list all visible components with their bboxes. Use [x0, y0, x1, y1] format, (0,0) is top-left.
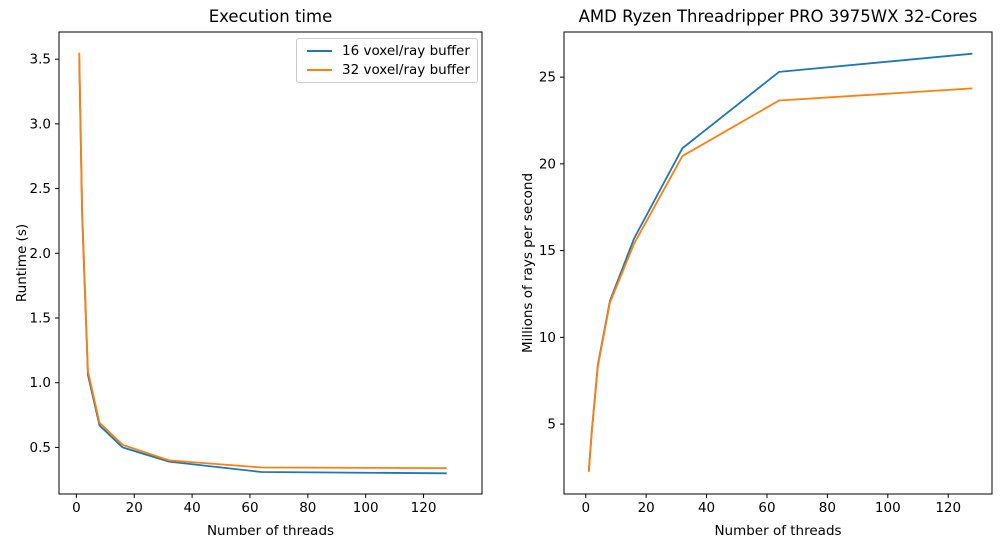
x-tick-label: 100 — [875, 500, 901, 516]
x-tick-label: 40 — [698, 500, 715, 516]
x-tick-label: 20 — [638, 500, 655, 516]
y-tick-label: 25 — [539, 70, 556, 86]
left-chart-ylabel: Runtime (s) — [14, 223, 30, 303]
plot-frame — [58, 31, 483, 495]
y-tick-label: 10 — [539, 330, 556, 346]
y-tick-label: 1.0 — [30, 375, 51, 391]
series-line-swatch — [307, 50, 332, 52]
x-tick-label: 20 — [126, 500, 143, 516]
series-line-swatch — [307, 69, 332, 71]
left-chart-xlabel: Number of threads — [206, 523, 335, 539]
series-line-1 — [587, 87, 973, 472]
x-tick-label: 0 — [72, 500, 81, 516]
legend: 16 voxel/ray buffer 32 voxel/ray buffer — [296, 38, 478, 83]
y-tick-label: 5 — [547, 417, 556, 433]
y-tick-label: 20 — [539, 156, 556, 172]
y-tick-label: 0.5 — [30, 440, 51, 456]
right-chart-title: AMD Ryzen Threadripper PRO 3975WX 32-Cor… — [578, 7, 978, 26]
throughput-plot: 0 20 40 60 80 100 120 5 10 15 20 25 — [539, 31, 993, 516]
x-tick-label: 40 — [183, 500, 200, 516]
x-tick-label: 60 — [758, 500, 775, 516]
series-line-1 — [78, 52, 447, 470]
y-tick-label: 3.5 — [30, 52, 51, 68]
x-tick-label: 100 — [353, 500, 379, 516]
y-tick-label: 2.0 — [30, 246, 51, 262]
right-chart-ylabel: Millions of rays per second — [520, 172, 536, 354]
x-tick-label: 80 — [819, 500, 836, 516]
x-tick-label: 120 — [411, 500, 437, 516]
left-chart-title: Execution time — [208, 7, 333, 26]
series-line-0 — [78, 59, 447, 475]
y-tick-label: 1.5 — [30, 311, 51, 327]
x-tick-label: 60 — [241, 500, 258, 516]
y-tick-label: 3.0 — [30, 116, 51, 132]
legend-item: 32 voxel/ray buffer — [307, 61, 470, 79]
x-tick-label: 80 — [299, 500, 316, 516]
x-tick-label: 0 — [581, 500, 590, 516]
x-tick-label: 120 — [935, 500, 961, 516]
right-chart-xlabel: Number of threads — [714, 523, 842, 539]
series-line-0 — [587, 52, 973, 471]
y-tick-label: 15 — [539, 243, 556, 259]
legend-item-label: 16 voxel/ray buffer — [342, 43, 470, 59]
execution-time-plot: 0 20 40 60 80 100 120 0.5 1.0 1.5 2.0 2.5 3.0 3.5 — [30, 31, 483, 516]
y-tick-label: 2.5 — [30, 181, 51, 197]
legend-item: 16 voxel/ray buffer — [307, 42, 470, 60]
plot-frame — [563, 31, 993, 495]
legend-item-label: 32 voxel/ray buffer — [342, 62, 470, 78]
